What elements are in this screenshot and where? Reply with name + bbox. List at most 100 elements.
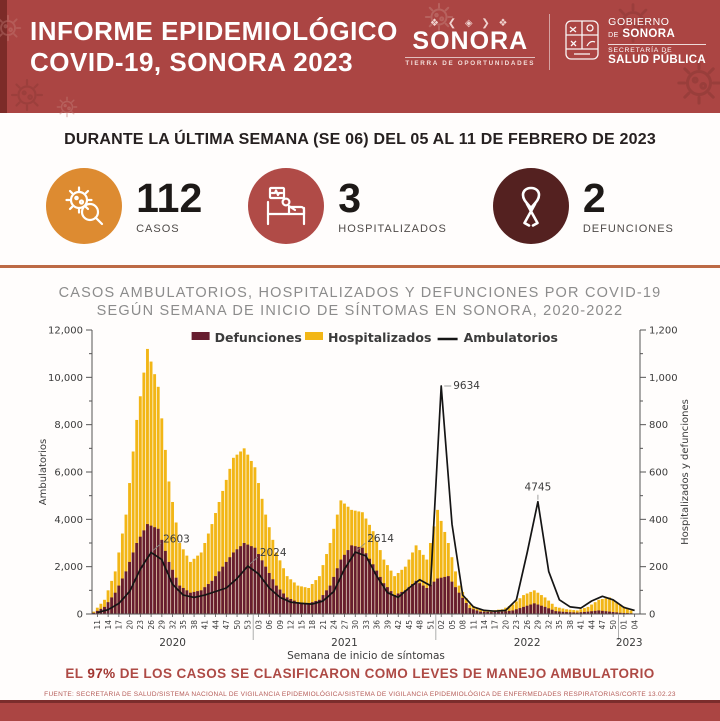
svg-text:36: 36 bbox=[373, 620, 382, 630]
svg-text:200: 200 bbox=[649, 562, 668, 573]
svg-text:09: 09 bbox=[276, 620, 285, 630]
footnote-suffix: DE LOS CASOS SE CLASIFICARON COMO LEVES … bbox=[115, 666, 655, 681]
svg-text:21: 21 bbox=[319, 620, 328, 630]
footnote-prefix: EL bbox=[65, 666, 88, 681]
chart-title-line1: CASOS AMBULATORIOS, HOSPITALIZADOS Y DEF… bbox=[58, 285, 662, 301]
svg-text:17: 17 bbox=[115, 620, 124, 630]
svg-text:32: 32 bbox=[544, 620, 553, 630]
svg-text:50: 50 bbox=[609, 620, 618, 630]
svg-text:51: 51 bbox=[426, 620, 435, 630]
sonora-logo-name: SONORA bbox=[412, 26, 529, 55]
defunciones-label: DEFUNCIONES bbox=[582, 222, 674, 235]
svg-text:48: 48 bbox=[416, 620, 425, 630]
svg-text:400: 400 bbox=[649, 515, 668, 526]
hospitalizados-value: 3 bbox=[338, 174, 362, 221]
svg-text:30: 30 bbox=[351, 620, 360, 630]
gov-line3: SECRETARÍA DE bbox=[608, 46, 673, 54]
hospitalizados-circle bbox=[248, 168, 325, 244]
svg-text:8,000: 8,000 bbox=[54, 420, 83, 431]
svg-text:26: 26 bbox=[147, 620, 156, 630]
defunciones-circle bbox=[492, 168, 569, 244]
casos-value: 112 bbox=[136, 174, 203, 221]
svg-text:11: 11 bbox=[93, 620, 102, 630]
header: INFORME EPIDEMIOLÓGICO COVID-19, SONORA … bbox=[0, 0, 720, 113]
svg-text:33: 33 bbox=[362, 620, 371, 630]
combo-chart: 0 2,000 4,000 6,000 8,000 10,000 12,000 0 200 400… bbox=[20, 322, 700, 669]
header-logos: ❖ ❮ ◈ ❯ ❖ SONORA TIERRA DE OPORTUNIDADES bbox=[405, 14, 706, 70]
logo-divider bbox=[549, 14, 551, 70]
gov-rule bbox=[608, 43, 706, 45]
casos-circle bbox=[46, 168, 123, 244]
defunciones-value: 2 bbox=[582, 174, 606, 221]
svg-text:45: 45 bbox=[405, 620, 414, 630]
bottom-bar bbox=[0, 700, 720, 721]
svg-text:20: 20 bbox=[501, 620, 510, 630]
svg-text:35: 35 bbox=[179, 620, 188, 630]
svg-text:4,000: 4,000 bbox=[54, 515, 83, 526]
virus-decoration-icon bbox=[56, 96, 78, 118]
svg-text:0: 0 bbox=[649, 610, 655, 621]
svg-text:44: 44 bbox=[211, 620, 220, 630]
svg-text:14: 14 bbox=[104, 620, 113, 630]
state-crest-icon bbox=[565, 20, 599, 60]
virus-decoration-icon bbox=[10, 78, 44, 112]
sonora-logo-tagline: TIERRA DE OPORTUNIDADES bbox=[405, 56, 536, 67]
svg-text:26: 26 bbox=[523, 620, 532, 630]
svg-text:41: 41 bbox=[577, 620, 586, 630]
stat-hospitalizados: 3 HOSPITALIZADOS bbox=[248, 168, 447, 244]
svg-text:2024: 2024 bbox=[260, 547, 287, 559]
gov-line2-name: SONORA bbox=[622, 28, 676, 41]
gov-line2: DE SONORA bbox=[608, 28, 706, 41]
svg-text:600: 600 bbox=[649, 468, 668, 479]
svg-text:08: 08 bbox=[459, 620, 468, 630]
bars-defunciones bbox=[92, 524, 633, 614]
svg-text:9634: 9634 bbox=[453, 380, 480, 392]
virus-search-icon bbox=[65, 186, 104, 226]
svg-text:18: 18 bbox=[308, 620, 317, 630]
svg-text:6,000: 6,000 bbox=[54, 468, 83, 479]
svg-text:41: 41 bbox=[201, 620, 210, 630]
svg-text:12: 12 bbox=[287, 620, 296, 630]
annotations: 2603 2024 2614 9634 4745 bbox=[152, 380, 552, 565]
svg-text:02: 02 bbox=[437, 620, 446, 630]
source-line: FUENTE: SECRETARIA DE SALUD/SISTEMA NACI… bbox=[44, 691, 676, 698]
virus-decoration-icon bbox=[0, 14, 22, 42]
svg-text:2603: 2603 bbox=[163, 533, 190, 545]
page-title-line1: INFORME EPIDEMIOLÓGICO bbox=[30, 16, 398, 46]
svg-text:4745: 4745 bbox=[525, 482, 552, 494]
gov-line1: GOBIERNO bbox=[608, 16, 670, 29]
weekly-stats: 112 CASOS bbox=[0, 168, 720, 244]
svg-text:03: 03 bbox=[254, 620, 263, 630]
svg-text:38: 38 bbox=[566, 620, 575, 630]
legend-label: Ambulatorios bbox=[464, 330, 558, 345]
svg-text:39: 39 bbox=[383, 620, 392, 630]
gov-line2-de: DE bbox=[608, 32, 619, 40]
svg-text:01: 01 bbox=[620, 620, 629, 630]
svg-text:24: 24 bbox=[330, 620, 339, 630]
svg-text:50: 50 bbox=[233, 620, 242, 630]
svg-text:14: 14 bbox=[480, 620, 489, 630]
svg-text:17: 17 bbox=[491, 620, 500, 630]
svg-text:06: 06 bbox=[265, 620, 274, 630]
footnote: EL 97% DE LOS CASOS SE CLASIFICARON COMO… bbox=[0, 666, 720, 681]
casos-label: CASOS bbox=[136, 222, 180, 235]
svg-text:1,200: 1,200 bbox=[649, 326, 678, 337]
svg-text:38: 38 bbox=[190, 620, 199, 630]
header-edge-strip bbox=[0, 0, 7, 113]
svg-text:05: 05 bbox=[448, 620, 457, 630]
svg-text:800: 800 bbox=[649, 420, 668, 431]
footnote-percentage: 97% bbox=[87, 666, 116, 681]
svg-text:27: 27 bbox=[340, 620, 349, 630]
svg-text:1,000: 1,000 bbox=[649, 373, 678, 384]
svg-text:0: 0 bbox=[77, 610, 83, 621]
svg-text:32: 32 bbox=[168, 620, 177, 630]
svg-text:15: 15 bbox=[297, 620, 306, 630]
svg-text:35: 35 bbox=[555, 620, 564, 630]
svg-text:20: 20 bbox=[125, 620, 134, 630]
page-title-line2: COVID-19, SONORA 2023 bbox=[30, 46, 354, 77]
svg-text:53: 53 bbox=[244, 620, 253, 630]
ambulatorios-line bbox=[97, 385, 635, 614]
svg-text:2020: 2020 bbox=[159, 637, 186, 649]
sonora-pattern-icon: ❖ ❮ ◈ ❯ ❖ bbox=[430, 17, 511, 29]
